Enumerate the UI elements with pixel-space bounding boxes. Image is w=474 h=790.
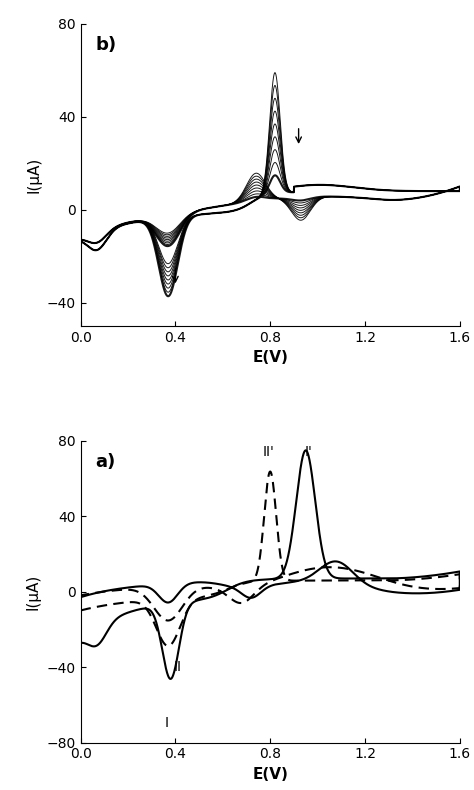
Text: II: II: [174, 660, 182, 674]
X-axis label: E(V): E(V): [252, 350, 288, 365]
Y-axis label: I(μA): I(μA): [26, 574, 41, 610]
Text: I': I': [304, 445, 312, 459]
Text: a): a): [96, 453, 116, 471]
Text: II': II': [263, 445, 275, 459]
Text: I: I: [165, 717, 169, 731]
Y-axis label: I(μA): I(μA): [26, 156, 41, 193]
X-axis label: E(V): E(V): [252, 767, 288, 782]
Text: b): b): [96, 36, 117, 54]
